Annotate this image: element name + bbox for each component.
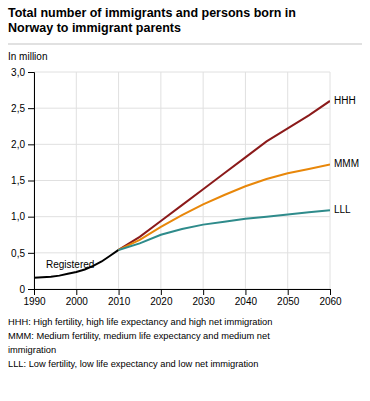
title: Norway to immigrant parents (8, 21, 181, 35)
axis-line (35, 290, 331, 296)
series-line (34, 250, 119, 278)
tick-mark (28, 144, 34, 145)
tick-mark (245, 289, 246, 295)
tick-label: 1990 (23, 296, 46, 307)
chart: Total number of immigrants and persons b… (0, 0, 370, 401)
tick-label: 2060 (319, 296, 342, 307)
tick-mark (203, 289, 204, 295)
tick-mark (288, 289, 289, 295)
series-line (119, 101, 330, 250)
grid-line (330, 72, 331, 289)
tick: 0 (19, 284, 34, 295)
series-label: HHH (334, 95, 356, 106)
tick-label: 2,0 (11, 139, 25, 150)
footnote: HHH: High fertility, high life expectanc… (8, 317, 272, 327)
y-axis: 0 0,5 1,0 1,5 2,0 2,5 3,0 (11, 67, 34, 295)
separator (8, 44, 362, 45)
tick: 1990 (23, 289, 46, 307)
tick-label: 2030 (193, 296, 216, 307)
grid-line (203, 72, 204, 289)
tick: 2,0 (11, 139, 34, 150)
x-axis: 1990 2000 2010 2020 2030 2040 2050 2060 (23, 289, 342, 307)
series-label: LLL (334, 204, 351, 215)
tick-label: 0 (19, 284, 25, 295)
axis-line (28, 73, 35, 290)
series-label: MMM (334, 158, 359, 169)
tick: 1,5 (11, 175, 34, 186)
tick: 3,0 (11, 67, 34, 78)
tick-label: 2000 (66, 296, 89, 307)
tick-mark (76, 289, 77, 295)
grid-line (34, 144, 330, 145)
tick-mark (28, 289, 34, 290)
tick-label: 2040 (235, 296, 258, 307)
tick-label: 3,0 (11, 67, 25, 78)
y-axis-label: In million (8, 51, 47, 62)
grid-line (34, 108, 330, 109)
grid (34, 72, 330, 289)
tick-mark (28, 253, 34, 254)
series-labels: Registered HHH MMM LLL (46, 95, 359, 270)
tick-mark (161, 289, 162, 295)
tick-label: 2010 (108, 296, 131, 307)
tick: 2040 (235, 289, 258, 307)
tick: 1,0 (11, 211, 34, 222)
tick-label: 2050 (277, 296, 300, 307)
tick-label: 0,5 (11, 248, 25, 259)
tick: 2,5 (11, 103, 34, 114)
series-line (119, 210, 330, 250)
grid-line (118, 72, 119, 289)
footnote: LLL: Low fertility, low life expectancy … (8, 359, 258, 369)
grid-line (287, 72, 288, 289)
series-line (119, 165, 330, 250)
grid-line (245, 72, 246, 289)
tick-mark (28, 108, 34, 109)
tick-mark (28, 217, 34, 218)
tick-mark (28, 72, 34, 73)
tick: 2020 (150, 289, 173, 307)
grid-line (76, 72, 77, 289)
tick: 0,5 (11, 248, 34, 259)
tick-mark (119, 289, 120, 295)
grid-line (160, 72, 161, 289)
tick: 2060 (319, 289, 342, 307)
grid-line (34, 72, 330, 73)
grid-line (34, 252, 330, 253)
plot: 1990 2000 2010 2020 2030 2040 2050 2060 0 0,5 1,0 1… (11, 67, 359, 307)
tick: 2000 (66, 289, 89, 307)
tick: 2030 (193, 289, 216, 307)
tick-label: 1,5 (11, 175, 25, 186)
footnote: immigration (8, 345, 56, 355)
chart-container: Total number of immigrants and persons b… (0, 0, 370, 401)
tick-mark (28, 181, 34, 182)
title: Total number of immigrants and persons b… (8, 6, 296, 20)
lines (34, 101, 330, 278)
series-label: Registered (46, 259, 94, 270)
tick-label: 2020 (150, 296, 173, 307)
tick: 2050 (277, 289, 300, 307)
tick-label: 2,5 (11, 103, 25, 114)
tick-mark (330, 289, 331, 295)
tick: 2010 (108, 289, 131, 307)
footnote: MMM: Medium fertility, medium life expec… (8, 331, 270, 341)
tick-label: 1,0 (11, 211, 25, 222)
grid-line (34, 180, 330, 181)
